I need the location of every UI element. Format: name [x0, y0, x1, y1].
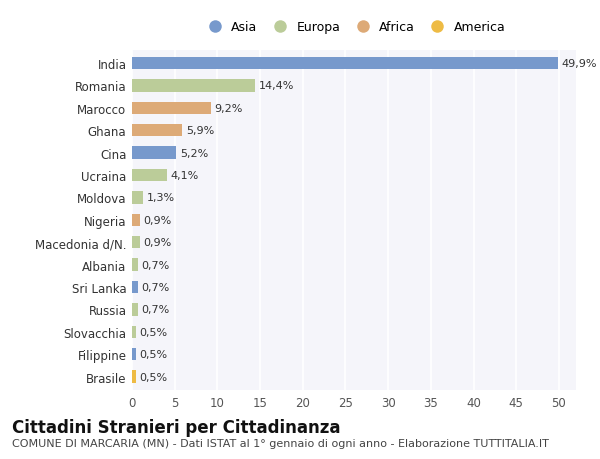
Text: 0,7%: 0,7% — [142, 305, 170, 315]
Bar — [132, 259, 138, 271]
Bar — [132, 348, 136, 360]
Text: 1,3%: 1,3% — [146, 193, 175, 203]
Text: 0,5%: 0,5% — [140, 349, 168, 359]
Bar — [132, 147, 176, 159]
Text: 0,9%: 0,9% — [143, 215, 172, 225]
Bar — [132, 214, 140, 226]
Bar — [132, 169, 167, 182]
Text: 0,5%: 0,5% — [140, 327, 168, 337]
Text: 5,2%: 5,2% — [180, 148, 208, 158]
Text: 0,5%: 0,5% — [140, 372, 168, 382]
Text: 0,9%: 0,9% — [143, 238, 172, 248]
Text: 5,9%: 5,9% — [186, 126, 214, 136]
Text: Cittadini Stranieri per Cittadinanza: Cittadini Stranieri per Cittadinanza — [12, 418, 341, 436]
Bar — [132, 370, 136, 383]
Bar — [132, 192, 143, 204]
Text: COMUNE DI MARCARIA (MN) - Dati ISTAT al 1° gennaio di ogni anno - Elaborazione T: COMUNE DI MARCARIA (MN) - Dati ISTAT al … — [12, 438, 549, 448]
Legend: Asia, Europa, Africa, America: Asia, Europa, Africa, America — [197, 16, 511, 39]
Text: 14,4%: 14,4% — [259, 81, 294, 91]
Bar — [132, 125, 182, 137]
Text: 0,7%: 0,7% — [142, 282, 170, 292]
Bar — [132, 80, 255, 92]
Text: 4,1%: 4,1% — [170, 171, 199, 181]
Bar — [132, 58, 558, 70]
Bar — [132, 281, 138, 293]
Bar — [132, 102, 211, 115]
Bar — [132, 236, 140, 249]
Text: 0,7%: 0,7% — [142, 260, 170, 270]
Bar — [132, 303, 138, 316]
Bar — [132, 326, 136, 338]
Text: 9,2%: 9,2% — [214, 104, 242, 113]
Text: 49,9%: 49,9% — [562, 59, 597, 69]
